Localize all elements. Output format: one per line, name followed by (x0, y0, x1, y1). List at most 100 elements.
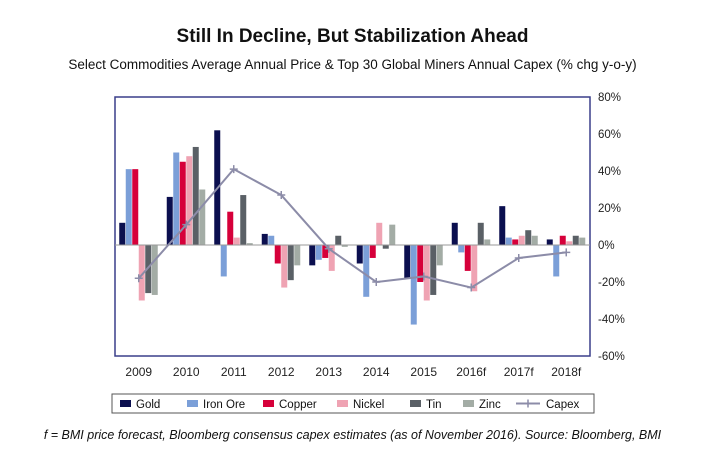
bar-copper (464, 245, 471, 271)
bar-gold (261, 233, 268, 245)
bar-iron-ore (363, 245, 370, 297)
x-tick-label: 2017f (504, 365, 535, 379)
bar-gold (119, 222, 126, 245)
bar-iron-ore (505, 237, 512, 245)
bar-zinc (294, 245, 301, 266)
legend-label: Iron Ore (203, 399, 245, 411)
bar-zinc (199, 189, 206, 245)
bar-iron-ore (220, 245, 227, 277)
bar-zinc (246, 243, 253, 245)
bar-iron-ore (268, 235, 275, 245)
bar-nickel (138, 245, 145, 301)
y-tick-label: 0% (598, 240, 615, 252)
x-tick-label: 2010 (173, 365, 200, 379)
bar-copper (274, 245, 281, 264)
y-tick-label: 40% (598, 166, 621, 178)
bar-nickel (328, 245, 335, 271)
bar-gold (499, 206, 506, 245)
bar-gold (356, 245, 363, 264)
bar-gold (309, 245, 316, 266)
legend-swatch (463, 400, 474, 407)
bar-nickel (566, 241, 573, 245)
bar-zinc (531, 235, 538, 245)
capex-line (138, 167, 567, 289)
bar-tin (240, 195, 247, 245)
bar-copper (132, 169, 139, 245)
legend-label: Gold (136, 399, 160, 411)
bar-zinc (151, 245, 158, 295)
x-tick-label: 2012 (268, 365, 295, 379)
capex-marker (467, 283, 476, 292)
bar-nickel (186, 156, 193, 245)
bar-nickel (471, 245, 478, 292)
bar-gold (546, 239, 553, 245)
bar-copper (179, 161, 186, 245)
bar-tin (525, 230, 532, 245)
capex-marker (372, 278, 381, 286)
x-tick-label: 2009 (125, 365, 152, 379)
capex-marker (229, 165, 238, 174)
bar-copper (417, 245, 424, 282)
y-tick-label: 20% (598, 203, 621, 215)
bar-copper (512, 239, 519, 245)
bar-zinc (389, 224, 396, 245)
capex-marker (562, 248, 571, 257)
capex-marker (277, 191, 286, 200)
bar-copper (369, 245, 376, 258)
bar-iron-ore (125, 169, 132, 245)
x-tick-label: 2018f (551, 365, 582, 379)
bar-copper (227, 211, 234, 245)
capex-marker (134, 274, 143, 283)
plot-frame (114, 96, 591, 357)
bar-gold (451, 222, 458, 245)
x-tick-label: 2011 (221, 365, 247, 379)
bar-tin (382, 245, 389, 249)
bar-nickel (376, 222, 383, 245)
legend-label: Tin (426, 399, 442, 411)
x-tick-label: 2013 (315, 365, 342, 379)
legend-swatch (410, 400, 421, 407)
bar-tin (477, 222, 484, 245)
legend-swatch (120, 400, 131, 407)
bar-iron-ore (553, 245, 560, 277)
bar-gold (404, 245, 411, 279)
y-tick-label: 80% (598, 92, 621, 104)
bar-copper (322, 245, 329, 258)
x-tick-label: 2015 (410, 365, 437, 379)
bar-iron-ore (410, 245, 417, 325)
legend-swatch (337, 400, 348, 407)
bar-tin (335, 235, 342, 245)
bar-iron-ore (458, 245, 465, 253)
bar-tin (572, 235, 579, 245)
legend-marker (524, 399, 532, 408)
capex-marker (419, 272, 428, 281)
bar-zinc (341, 245, 348, 247)
y-tick-label: 60% (598, 129, 621, 141)
chart-subtitle: Select Commodities Average Annual Price … (68, 57, 637, 72)
bar-tin (430, 245, 437, 295)
bar-zinc (484, 239, 491, 245)
bar-iron-ore (173, 152, 180, 245)
bar-nickel (518, 235, 525, 245)
x-tick-label: 2014 (363, 365, 390, 379)
bar-zinc (436, 245, 443, 266)
legend-swatch (187, 400, 198, 407)
y-tick-label: -60% (598, 351, 625, 363)
bar-nickel (281, 245, 288, 288)
bar-tin (287, 245, 294, 281)
capex-marker (182, 220, 191, 229)
capex-marker (324, 244, 333, 253)
bar-zinc (579, 237, 586, 245)
bar-iron-ore (315, 245, 322, 260)
bar-tin (192, 146, 199, 245)
x-tick-label: 2016f (456, 365, 487, 379)
legend-label: Zinc (479, 399, 501, 411)
chart-footnote: f = BMI price forecast, Bloomberg consen… (43, 428, 662, 442)
y-tick-label: -40% (598, 314, 625, 326)
legend-swatch (263, 400, 274, 407)
capex-marker (514, 253, 523, 262)
bar-gold (166, 196, 173, 245)
bar-nickel (423, 245, 430, 301)
legend-label: Capex (546, 399, 579, 411)
